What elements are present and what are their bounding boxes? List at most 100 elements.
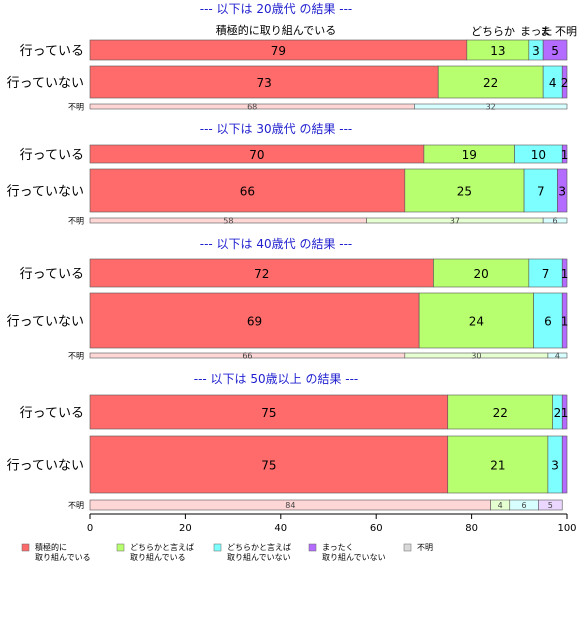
bar-segment [542,39,568,61]
data-label: 58 [223,217,233,226]
bar-segment [89,168,406,213]
top-label-right-3: ま [540,25,551,38]
legend-label: どちらかと言えば [130,542,194,552]
bar-segment [414,103,568,110]
row-label: 行っている [20,148,84,163]
data-label: 24 [469,315,484,329]
legend-swatch [21,543,30,552]
data-label: 5 [551,44,559,58]
top-label-left: 積極的に取り組んでいる [216,23,336,37]
bar-segment [547,352,568,359]
data-label: 75 [261,459,276,473]
row-label: 行っていない [7,185,84,200]
x-tick-label: 100 [557,523,576,534]
data-label: 10 [531,148,546,162]
legend-label: 取り組んでいる [130,552,186,562]
data-label: 1 [561,315,569,329]
bar-segment [538,499,563,511]
x-tick-label: 80 [465,523,478,534]
data-label: 72 [254,267,269,281]
panel-title: --- 以下は 40歳代 の結果 --- [200,237,353,251]
panel-title: --- 以下は 20歳代 の結果 --- [200,2,353,16]
data-label: 13 [490,44,505,58]
x-tick-label: 0 [87,523,93,534]
row-label: 不明 [68,103,84,112]
legend-label: 積極的に [35,542,67,552]
row-label: 行っていない [7,76,84,91]
row-label: 行っている [20,267,84,282]
data-label: 66 [240,185,255,199]
legend-swatch [308,543,317,552]
legend-label: 不明 [417,543,433,552]
legend-label: 取り組んでいない [322,552,386,562]
data-label: 1 [561,148,569,162]
data-label: 4 [498,501,503,510]
data-label: 6 [522,501,527,510]
data-label: 5 [548,501,553,510]
bar-segment [561,258,568,288]
data-label: 30 [471,352,481,361]
data-label: 22 [483,76,498,90]
data-label: 84 [285,501,295,510]
data-label: 7 [542,267,550,281]
bar-segment [561,144,568,164]
data-label: 2 [554,406,562,420]
data-label: 4 [555,352,560,361]
bar-segment [447,394,553,430]
bar-segment [561,65,568,99]
data-label: 3 [558,185,566,199]
legend-swatch [213,543,222,552]
data-label: 37 [450,217,460,226]
x-tick-label: 20 [179,523,192,534]
bar-segment [542,217,568,224]
data-label: 1 [561,267,569,281]
data-label: 3 [551,459,559,473]
legend-swatch [403,543,412,552]
bar-segment [561,292,568,349]
top-label-right-2: まった [520,25,553,38]
top-label-right-1: どちらか [471,25,515,38]
row-label: 不明 [68,501,84,510]
panel-title: --- 以下は 50歳以上 の結果 --- [194,372,359,386]
data-label: 2 [561,76,569,90]
data-label: 69 [247,315,262,329]
row-label: 不明 [68,352,84,361]
bar-segment [89,65,439,99]
panel-title: --- 以下は 30歳代 の結果 --- [200,122,353,136]
legend-label: どちらかと言えば [227,542,291,552]
bar-segment [433,258,530,288]
legend-label: 取り組んでいる [35,552,91,562]
bar-segment [404,168,525,213]
data-label: 25 [457,185,472,199]
row-label: 行っていない [7,459,84,474]
data-label: 19 [462,148,477,162]
legend-label: まったく [322,543,354,552]
bar-segment [528,258,563,288]
x-tick-label: 60 [370,523,383,534]
bar-segment [437,65,544,99]
data-label: 73 [256,76,271,90]
row-label: 行っている [20,406,84,421]
row-label: 行っていない [7,315,84,330]
data-label: 4 [549,76,557,90]
bar-segment [89,394,449,430]
row-label: 不明 [68,217,84,226]
data-label: 6 [553,217,558,226]
bar-segment [447,435,549,494]
bar-segment [89,258,434,288]
x-tick-label: 40 [274,523,287,534]
data-label: 70 [249,148,264,162]
bar-segment [523,168,558,213]
bar-segment [561,435,568,494]
bar-segment [89,292,420,349]
data-label: 66 [242,352,252,361]
data-label: 68 [247,103,257,112]
data-label: 21 [490,459,505,473]
data-label: 32 [486,103,496,112]
row-label: 行っている [20,44,84,59]
bar-segment [561,394,568,430]
data-label: 7 [537,185,545,199]
bar-segment [418,292,534,349]
data-label: 20 [473,267,488,281]
